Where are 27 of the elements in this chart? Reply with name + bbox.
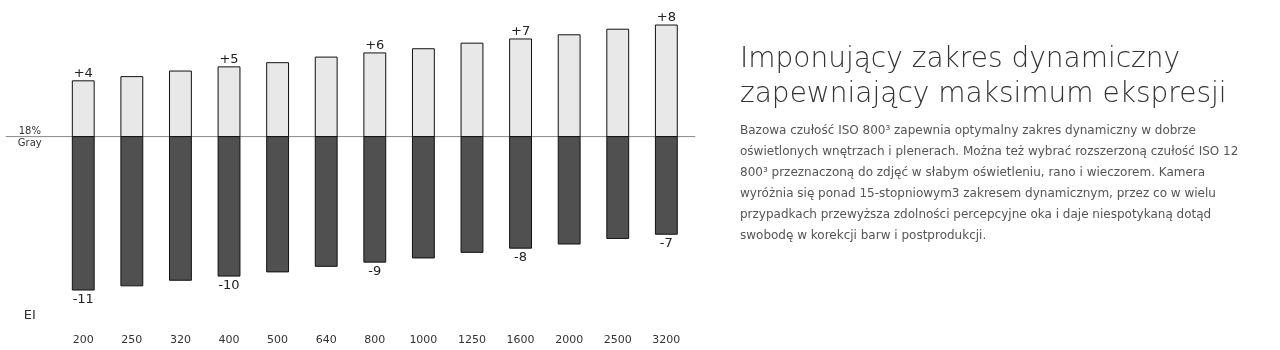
x-axis-title: EI (23, 306, 36, 322)
data-label: +8 (656, 9, 676, 25)
data-label: +5 (219, 50, 239, 66)
x-tick-label: 500 (267, 332, 289, 346)
x-tick-label: 3200 (652, 332, 681, 346)
ref-line-label: 18% Gray (17, 125, 42, 149)
data-label: -9 (368, 263, 382, 279)
data-label: +6 (365, 36, 385, 52)
x-tick-label: 1250 (457, 332, 486, 346)
x-tick-label: 1000 (409, 332, 438, 346)
x-tick-label: 320 (169, 332, 191, 346)
x-tick-label: 2500 (603, 332, 632, 346)
x-tick-label: 2000 (555, 332, 584, 346)
x-tick-label: 200 (72, 332, 94, 346)
data-label: -11 (72, 291, 94, 307)
text: Bazowa czułość ISO 800³ zapewnia optymalny zakres dynamiczny w dobrze oświetlonych wnętrzach i plenerach. Można też wybrać rozszerzoną czułość ISO 12 800³ przeznaczoną do zdjęć w słabym oświetleniu, rano i wieczorem. Kamera wyróżnia się ponad 15-stopniowym3 zakresem dynamicznym, przez co w wielu przypadkach przewyższa zdolności percepcyjne oka i daje niespotykaną dotąd swobodę w korekcji barw i postprodukcji. (740, 122, 1240, 244)
x-tick-label: 400 (218, 332, 240, 346)
x-tick-label: 1600 (506, 332, 535, 346)
x-tick-label: 800 (364, 332, 386, 346)
data-label: +4 (73, 64, 93, 80)
data-label: -8 (514, 249, 528, 265)
x-tick-label: 640 (315, 332, 337, 346)
data-label: -10 (218, 277, 240, 293)
data-label: -7 (659, 235, 673, 251)
text: Imponujący zakres dynamiczny zapewniający maksimum ekspresji (740, 40, 1228, 110)
x-tick-label: 250 (121, 332, 143, 346)
data-label: +7 (510, 22, 531, 38)
